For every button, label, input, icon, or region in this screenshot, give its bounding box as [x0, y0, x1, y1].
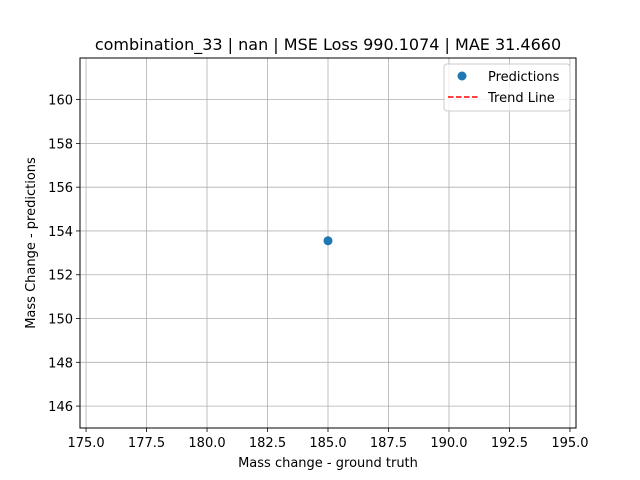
x-tick-label: 190.0 [430, 436, 467, 451]
y-tick-label: 154 [48, 225, 73, 240]
x-tick-label: 177.5 [128, 436, 165, 451]
legend-label-predictions: Predictions [488, 70, 560, 85]
x-axis-label: Mass change - ground truth [238, 456, 418, 471]
plot-frame [79, 57, 577, 429]
legend: Predictions Trend Line [443, 63, 571, 112]
data-series [323, 236, 333, 246]
x-tick-label: 182.5 [249, 436, 286, 451]
y-tick-label: 150 [48, 313, 73, 328]
y-tick-label: 152 [48, 269, 73, 284]
chart-title: combination_33 | nan | MSE Loss 990.1074… [95, 35, 561, 55]
x-tick-label: 187.5 [370, 436, 407, 451]
y-tick-label: 158 [48, 137, 73, 152]
data-point [323, 236, 333, 246]
y-tick-label: 148 [48, 356, 73, 371]
legend-box [443, 63, 571, 112]
legend-label-trend-line: Trend Line [487, 91, 555, 106]
grid [80, 58, 576, 428]
x-tick-label: 180.0 [188, 436, 225, 451]
x-tick-label: 192.5 [491, 436, 528, 451]
legend-marker-predictions [457, 71, 467, 81]
y-axis-label: Mass Change - predictions [24, 157, 39, 329]
x-tick-label: 195.0 [551, 436, 588, 451]
y-tick-label: 156 [48, 181, 73, 196]
x-tick-label: 185.0 [309, 436, 346, 451]
x-tick-label: 175.0 [67, 436, 104, 451]
y-tick-label: 146 [48, 400, 73, 415]
axis-ticks: 175.0 177.5 180.0 182.5 185.0 187.5 190.0 192.5… [48, 94, 588, 451]
y-tick-label: 160 [48, 94, 73, 109]
